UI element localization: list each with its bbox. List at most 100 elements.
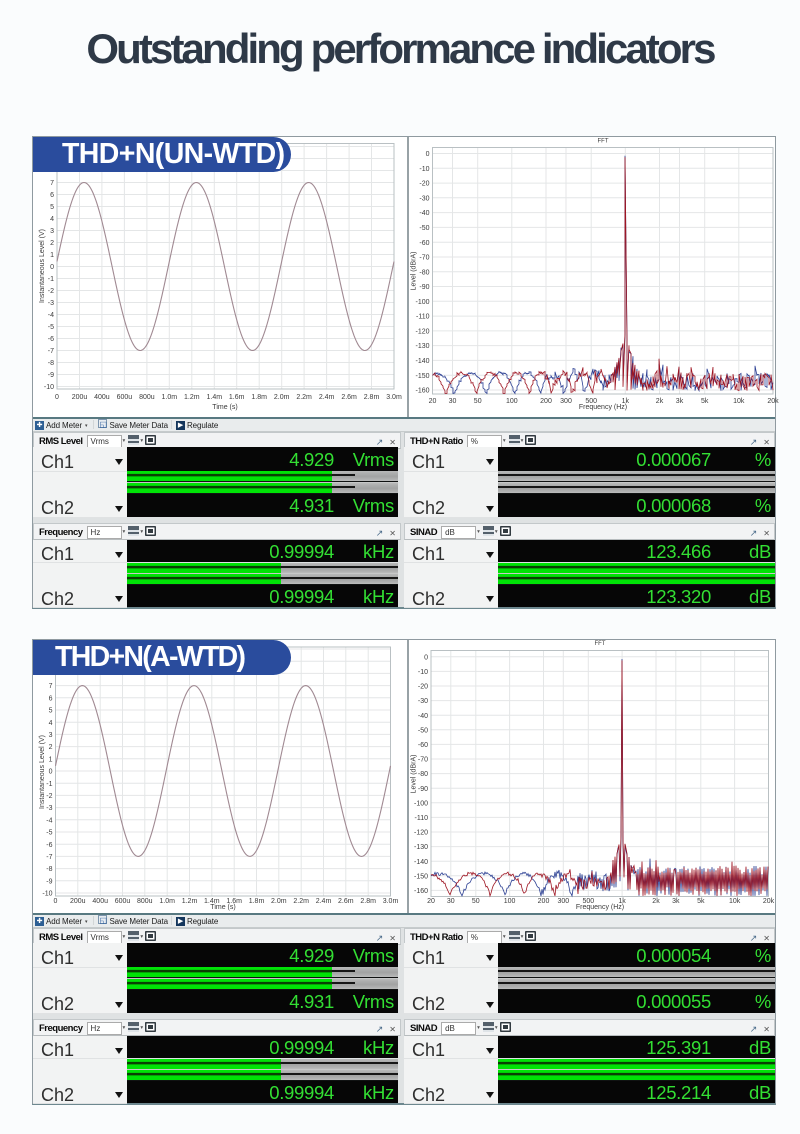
- svg-text:800u: 800u: [139, 394, 155, 401]
- svg-text:-160: -160: [415, 388, 429, 395]
- svg-text:1k: 1k: [622, 398, 630, 405]
- svg-text:-3: -3: [46, 805, 52, 812]
- svg-text:2.4m: 2.4m: [319, 394, 335, 401]
- svg-text:20: 20: [429, 398, 437, 405]
- svg-text:2.0m: 2.0m: [274, 394, 290, 401]
- svg-text:0: 0: [424, 654, 428, 661]
- svg-text:7: 7: [49, 683, 53, 690]
- svg-text:-9: -9: [48, 372, 54, 379]
- svg-text:10k: 10k: [733, 398, 745, 405]
- svg-text:Instantaneous Level (V): Instantaneous Level (V): [39, 229, 46, 303]
- svg-text:-50: -50: [419, 225, 429, 232]
- svg-text:3.0m: 3.0m: [386, 394, 402, 401]
- svg-text:FFT: FFT: [595, 641, 606, 647]
- svg-text:600u: 600u: [117, 394, 133, 401]
- svg-text:-60: -60: [419, 240, 429, 247]
- svg-text:Level (dBrA): Level (dBrA): [411, 755, 418, 794]
- svg-text:3: 3: [50, 228, 54, 235]
- svg-text:2.8m: 2.8m: [364, 394, 380, 401]
- svg-text:500: 500: [582, 898, 594, 905]
- svg-text:4: 4: [50, 216, 54, 223]
- svg-text:Frequency (Hz): Frequency (Hz): [579, 404, 627, 411]
- svg-text:2.2m: 2.2m: [293, 898, 309, 905]
- svg-text:1k: 1k: [618, 898, 626, 905]
- svg-text:2.0m: 2.0m: [271, 898, 287, 905]
- svg-text:-70: -70: [419, 255, 429, 262]
- svg-text:-150: -150: [415, 373, 429, 380]
- svg-text:5k: 5k: [697, 898, 705, 905]
- svg-text:2k: 2k: [652, 898, 660, 905]
- svg-text:1: 1: [50, 252, 54, 259]
- svg-text:100: 100: [504, 898, 516, 905]
- svg-text:0: 0: [55, 394, 59, 401]
- svg-text:500: 500: [585, 398, 597, 405]
- svg-text:1.6m: 1.6m: [229, 394, 245, 401]
- svg-text:-10: -10: [419, 166, 429, 173]
- svg-text:-6: -6: [48, 336, 54, 343]
- svg-text:3k: 3k: [672, 898, 680, 905]
- svg-text:Time (s): Time (s): [212, 404, 237, 411]
- svg-text:50: 50: [474, 398, 482, 405]
- svg-text:-5: -5: [48, 324, 54, 331]
- svg-text:50: 50: [472, 898, 480, 905]
- svg-text:30: 30: [447, 898, 455, 905]
- svg-text:20k: 20k: [767, 398, 779, 405]
- svg-text:-8: -8: [46, 866, 52, 873]
- svg-text:-20: -20: [419, 181, 429, 188]
- svg-text:1.0m: 1.0m: [159, 898, 175, 905]
- svg-text:7: 7: [50, 180, 54, 187]
- svg-text:-150: -150: [414, 873, 428, 880]
- svg-text:1: 1: [49, 756, 53, 763]
- svg-text:FFT: FFT: [598, 139, 609, 145]
- svg-text:1.2m: 1.2m: [182, 898, 198, 905]
- svg-text:Instantaneous Level (V): Instantaneous Level (V): [39, 735, 46, 809]
- svg-text:-100: -100: [415, 299, 429, 306]
- svg-text:-140: -140: [414, 859, 428, 866]
- svg-text:1.4m: 1.4m: [207, 394, 223, 401]
- svg-text:4: 4: [49, 720, 53, 727]
- svg-text:3.0m: 3.0m: [383, 898, 399, 905]
- svg-text:1.8m: 1.8m: [249, 898, 265, 905]
- svg-text:-10: -10: [42, 891, 52, 898]
- svg-text:-110: -110: [416, 314, 430, 321]
- svg-text:-10: -10: [44, 384, 54, 391]
- svg-text:-130: -130: [415, 343, 429, 350]
- svg-text:-5: -5: [46, 830, 52, 837]
- svg-text:200u: 200u: [72, 394, 88, 401]
- svg-text:-90: -90: [419, 284, 429, 291]
- svg-text:300: 300: [557, 898, 569, 905]
- svg-text:-130: -130: [414, 844, 428, 851]
- svg-text:1.6m: 1.6m: [226, 898, 242, 905]
- svg-text:400u: 400u: [92, 898, 108, 905]
- svg-text:-7: -7: [48, 348, 54, 355]
- svg-text:300: 300: [560, 398, 572, 405]
- svg-text:-7: -7: [46, 854, 52, 861]
- svg-text:-2: -2: [46, 793, 52, 800]
- svg-text:0: 0: [54, 898, 58, 905]
- svg-text:-2: -2: [48, 288, 54, 295]
- svg-text:10k: 10k: [729, 898, 741, 905]
- svg-text:5: 5: [50, 204, 54, 211]
- svg-text:2.4m: 2.4m: [316, 898, 332, 905]
- svg-text:600u: 600u: [115, 898, 131, 905]
- svg-text:-9: -9: [46, 878, 52, 885]
- svg-text:-30: -30: [419, 195, 429, 202]
- svg-text:-4: -4: [46, 817, 52, 824]
- svg-text:5: 5: [49, 708, 53, 715]
- svg-text:100: 100: [506, 398, 518, 405]
- svg-text:-60: -60: [418, 742, 428, 749]
- svg-text:2.6m: 2.6m: [338, 898, 354, 905]
- svg-text:2.2m: 2.2m: [296, 394, 312, 401]
- svg-text:-100: -100: [414, 800, 428, 807]
- svg-text:Level (dBrA): Level (dBrA): [411, 252, 418, 291]
- svg-text:6: 6: [50, 192, 54, 199]
- svg-text:2: 2: [49, 744, 53, 751]
- svg-text:20k: 20k: [763, 898, 775, 905]
- svg-text:20: 20: [427, 898, 435, 905]
- svg-text:3k: 3k: [676, 398, 684, 405]
- svg-text:-110: -110: [415, 815, 429, 822]
- svg-text:-8: -8: [48, 360, 54, 367]
- svg-text:1.4m: 1.4m: [204, 898, 220, 905]
- svg-text:-120: -120: [414, 830, 428, 837]
- svg-text:200: 200: [540, 398, 552, 405]
